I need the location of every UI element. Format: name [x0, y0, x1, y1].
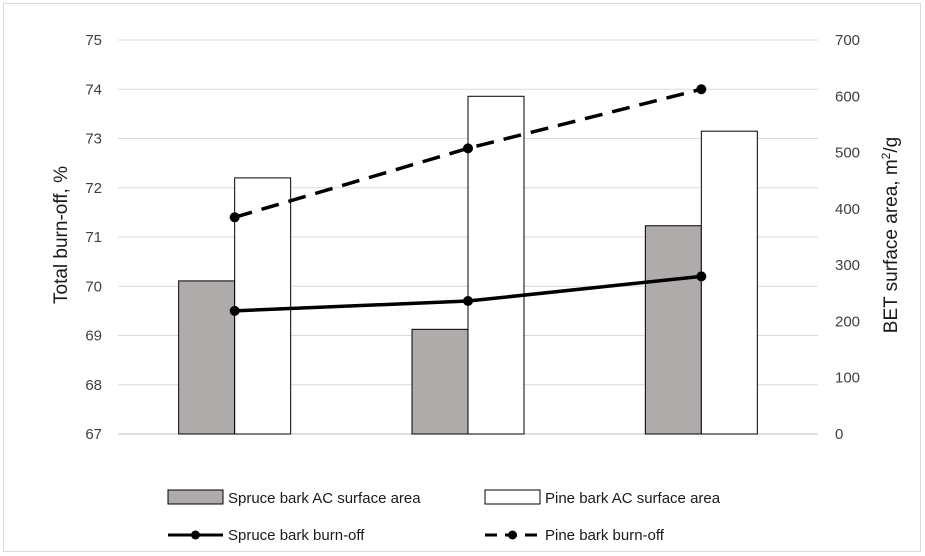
- legend-label-spruce-surface: Spruce bark AC surface area: [228, 490, 421, 507]
- bar-pine-surface: [467, 95, 525, 435]
- left-tick-label: 69: [85, 328, 102, 345]
- left-tick-label: 71: [85, 229, 102, 246]
- left-tick-label: 75: [85, 32, 102, 49]
- line-pine-burnoff: [234, 87, 702, 219]
- left-tick-label: 74: [85, 81, 102, 98]
- left-tick-label: 68: [85, 377, 102, 394]
- legend-swatch-pine-surface: [484, 489, 541, 505]
- left-tick-label: 72: [85, 180, 102, 197]
- right-tick-label: 200: [835, 313, 860, 330]
- left-axis-title: Total burn-off, %: [51, 166, 72, 304]
- right-tick-label: 400: [835, 201, 860, 218]
- legend-label-pine-surface: Pine bark AC surface area: [545, 490, 721, 507]
- left-tick-label: 70: [85, 278, 102, 295]
- right-axis-title-superscript: 2: [879, 152, 893, 159]
- point-spruce-burnoff: [229, 305, 240, 316]
- point-pine-burnoff: [696, 84, 707, 95]
- bar-pine-surface: [700, 130, 758, 435]
- right-tick-label: 700: [835, 32, 860, 49]
- right-tick-label: 0: [835, 426, 843, 443]
- line-series: [229, 84, 707, 316]
- right-tick-label: 500: [835, 145, 860, 162]
- left-tick-label: 73: [85, 131, 102, 148]
- point-spruce-burnoff: [696, 271, 707, 282]
- point-pine-burnoff: [463, 143, 473, 154]
- legend-label-spruce-burnoff: Spruce bark burn-off: [228, 527, 365, 544]
- right-axis-ticks: 0 100 200 300 400 500 600 700: [835, 32, 860, 443]
- bar-series: [178, 95, 758, 435]
- chart-frame: [3, 3, 921, 552]
- legend-marker-spruce-burnoff: [191, 530, 200, 540]
- right-tick-label: 300: [835, 257, 860, 274]
- legend-label-pine-burnoff: Pine bark burn-off: [545, 527, 665, 544]
- left-tick-label: 67: [85, 426, 102, 443]
- point-pine-burnoff: [229, 212, 240, 223]
- right-axis-title-main: BET surface area, m: [881, 159, 902, 333]
- point-spruce-burnoff: [463, 296, 473, 307]
- bar-spruce-surface: [178, 280, 236, 435]
- left-axis-ticks: 67 68 69 70 71 72 73 74 75: [85, 32, 102, 443]
- legend: Spruce bark AC surface area Pine bark AC…: [167, 489, 721, 544]
- bar-spruce-surface: [411, 328, 469, 435]
- bar-spruce-surface: [644, 225, 702, 435]
- right-axis-title: BET surface area, m2/g: [879, 137, 902, 333]
- right-tick-label: 100: [835, 370, 860, 387]
- legend-marker-pine-burnoff: [508, 530, 517, 540]
- legend-swatch-spruce-surface: [167, 489, 224, 505]
- right-axis-title-tail: /g: [881, 137, 902, 153]
- right-tick-label: 600: [835, 88, 860, 105]
